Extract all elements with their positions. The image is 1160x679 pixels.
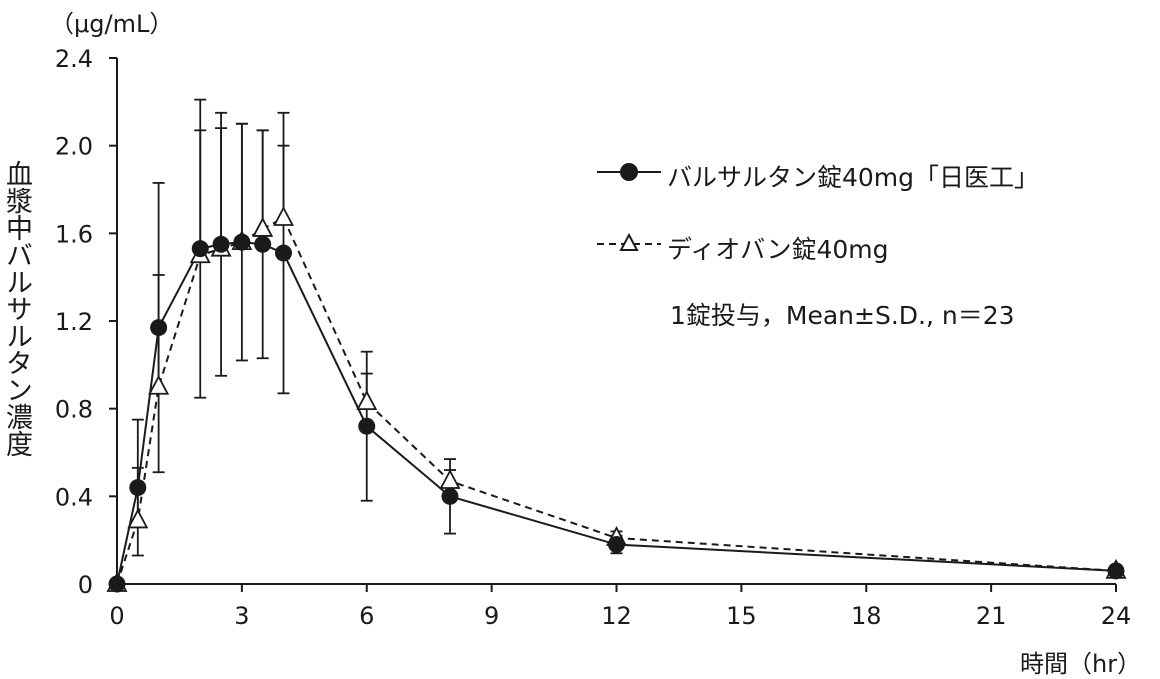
x-axis-label: 時間（hr） xyxy=(1020,650,1142,678)
data-point-diovan xyxy=(252,217,274,237)
data-point-nichiiko xyxy=(129,479,147,497)
data-point-diovan xyxy=(127,508,149,529)
data-point-nichiiko xyxy=(358,417,376,435)
y-tick-label: 2.4 xyxy=(55,45,93,73)
y-unit-label: （μg/mL） xyxy=(50,10,174,38)
data-point-nichiiko xyxy=(108,575,126,593)
data-point-diovan xyxy=(148,374,170,395)
data-point-diovan xyxy=(356,390,378,410)
x-tick-label: 21 xyxy=(976,602,1007,630)
data-point-diovan xyxy=(439,469,461,489)
data-point-nichiiko xyxy=(150,319,168,337)
series-line-nichiiko xyxy=(116,241,1117,585)
series-markers xyxy=(106,206,1127,593)
y-tick-label: 1.6 xyxy=(55,220,93,248)
x-tick-label: 24 xyxy=(1101,602,1132,630)
y-tick-label: 0.8 xyxy=(55,396,93,424)
x-tick-label: 6 xyxy=(359,602,374,630)
axes xyxy=(109,57,1117,592)
y-axis-label: 血漿中バルサルタン濃度 xyxy=(1,160,32,457)
x-tick-label: 9 xyxy=(484,602,499,630)
x-tick-label: 0 xyxy=(109,602,124,630)
data-point-nichiiko xyxy=(608,536,625,554)
data-point-nichiiko xyxy=(275,244,292,262)
tick-labels: 0 0.4 0.8 1.2 1.6 2.0 2.4 0 3 6 9 12 15 18 21 24 xyxy=(55,45,1131,630)
series-line-diovan xyxy=(116,216,1117,585)
data-point-nichiiko xyxy=(254,235,272,253)
legend-label-diovan: ディオバン錠40mg xyxy=(667,235,889,264)
legend-label-nichiiko: バルサルタン錠40mg「日医工」 xyxy=(667,163,1040,192)
x-tick-label: 12 xyxy=(601,602,632,630)
y-tick-label: 1.2 xyxy=(55,308,93,336)
data-point-nichiiko xyxy=(191,240,209,258)
x-tick-label: 18 xyxy=(851,602,882,630)
legend-marker-open-triangle xyxy=(597,232,661,251)
data-point-nichiiko xyxy=(233,233,251,251)
legend-marker-filled-circle xyxy=(597,163,661,181)
x-tick-label: 15 xyxy=(726,602,757,630)
data-point-nichiiko xyxy=(441,487,459,505)
data-point-nichiiko xyxy=(212,235,230,253)
data-point-diovan xyxy=(273,206,294,226)
dosing-note: 1錠投与，Mean±S.D., n＝23 xyxy=(670,301,1015,330)
x-tick-label: 3 xyxy=(234,602,249,630)
data-point-nichiiko xyxy=(1107,562,1125,580)
series-lines xyxy=(116,216,1117,585)
y-tick-label: 0 xyxy=(78,571,93,599)
y-tick-label: 0.4 xyxy=(55,483,93,511)
y-tick-label: 2.0 xyxy=(55,133,93,161)
